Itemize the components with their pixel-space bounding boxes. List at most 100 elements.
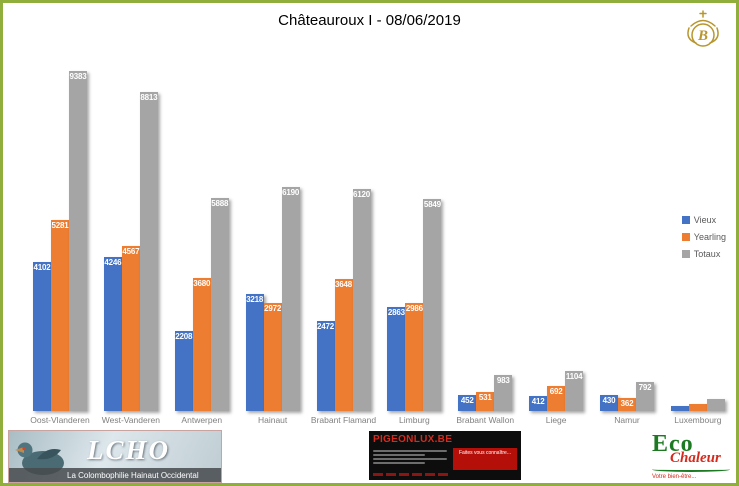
bar-vieux: 430	[600, 395, 618, 411]
pigeonlux-cta: Faites vous connaître...	[453, 448, 517, 470]
category-label: Antwerpen	[181, 415, 223, 425]
bar-vieux: 2863	[387, 307, 406, 411]
bar-value-label: 5281	[51, 221, 69, 230]
bar-value-label: 692	[549, 387, 563, 396]
lcho-subtitle: La Colombophilie Hainaut Occidental	[9, 468, 221, 482]
bar-vieux: 4246	[103, 257, 122, 411]
legend-item-totaux: Totaux	[681, 249, 726, 259]
bar-value-label: 9383	[69, 72, 87, 81]
bar-value-label: 6190	[282, 188, 300, 197]
category-label: Namur	[614, 415, 640, 425]
bar-totaux: 5849	[423, 199, 442, 411]
crown-logo-icon: B	[680, 9, 726, 55]
bar-yearling: 3680	[192, 278, 211, 411]
legend-item-yearling: Yearling	[681, 232, 726, 242]
bar-value-label: 2472	[317, 322, 334, 331]
bar-value-label: 3680	[193, 279, 211, 288]
bar-value-label: 2863	[387, 308, 405, 317]
bar-value-label: 5849	[423, 200, 441, 209]
lcho-title: LCHO	[87, 435, 171, 465]
bar-value-label: 983	[496, 376, 510, 385]
bar-value-label: 4567	[122, 247, 140, 256]
bar-totaux: 1104	[565, 371, 584, 411]
bar-value-label: 430	[602, 396, 616, 405]
bar-value-label: 4102	[33, 263, 51, 272]
bar-yearling: 362	[618, 398, 636, 411]
bar-vieux: 150	[670, 406, 689, 411]
bar-group: 150190340 Luxembourg	[670, 71, 725, 425]
bar-value-label: 2972	[264, 304, 282, 313]
bar-group: 4246 4567 8813 West-Vanderen	[102, 71, 160, 425]
eco-tagline: Votre bien-être...	[652, 474, 697, 480]
bar-totaux: 8813	[139, 92, 158, 411]
category-label: Oost-Vlanderen	[30, 415, 90, 425]
category-label: Hainaut	[257, 415, 288, 425]
ecochaleur-banner[interactable]: Eco Chaleur Votre bien-être...	[648, 430, 734, 483]
bar-value-label: 412	[531, 397, 545, 406]
bar-yearling: 190	[688, 404, 707, 411]
bar-chart: 4102 5281 9383 Oost-Vlanderen 4246 4567 8813 We…	[30, 71, 725, 425]
bar-vieux: 452	[458, 395, 477, 411]
bar-value-label: 5888	[211, 199, 229, 208]
bar-vieux: 2208	[174, 331, 193, 411]
bar-group: 430 362 792 Namur	[600, 71, 654, 425]
bar-value-label: 1104	[565, 372, 583, 381]
bar-value-label: 362	[620, 399, 634, 408]
chart-title: Châteauroux I - 08/06/2019	[278, 12, 461, 29]
bar-totaux: 792	[636, 382, 654, 411]
legend-label: Vieux	[693, 215, 717, 225]
lcho-banner[interactable]: LCHO La Colombophilie Hainaut Occidental	[8, 430, 222, 483]
legend-item-vieux: Vieux	[681, 215, 726, 225]
bar-group: 2472 3648 6120 Brabant Flamand	[311, 71, 376, 425]
bar-totaux: 5888	[210, 198, 229, 411]
category-label: Luxembourg	[674, 415, 722, 425]
bar-value-label: 6120	[353, 190, 370, 199]
bar-value-label: 2208	[175, 332, 193, 341]
bar-group: 3218 2972 6190 Hainaut	[245, 71, 300, 425]
bar-group: 412 692 1104 Liege	[529, 71, 584, 425]
bar-value-label: 2986	[405, 304, 423, 313]
bar-vieux: 3218	[245, 294, 264, 411]
bar-value-label: 531	[478, 393, 492, 402]
pigeonlux-text-lines	[373, 448, 447, 470]
bar-totaux: 983	[494, 375, 513, 411]
crown-logo-letter: B	[697, 28, 708, 44]
eco-word: Eco	[652, 431, 694, 457]
bar-yearling: 3648	[334, 279, 353, 411]
bar-group: 2208 3680 5888 Antwerpen	[174, 71, 229, 425]
bar-value-label: 792	[638, 383, 652, 392]
pigeonlux-banner[interactable]: PIGEONLUX.BE Faites vous connaître...	[369, 431, 521, 480]
bar-group: 2863 2986 5849 Limburg	[387, 71, 442, 425]
bar-group: 452 531 983 Brabant Wallon	[456, 71, 514, 425]
chart-legend: Vieux Yearling Totaux	[681, 215, 726, 259]
bar-value-label: 452	[460, 396, 474, 405]
bar-totaux: 6120	[352, 189, 371, 411]
bar-yearling: 4567	[121, 246, 140, 411]
category-label: Brabant Wallon	[456, 415, 515, 425]
bar-value-label: 8813	[140, 93, 158, 102]
bar-vieux: 412	[529, 396, 548, 411]
chaleur-word: Chaleur	[670, 450, 721, 466]
bar-yearling: 5281	[51, 220, 69, 411]
bar-value-label: 4246	[104, 258, 122, 267]
pigeonlux-title: PIGEONLUX.BE	[373, 434, 453, 445]
bar-yearling: 531	[476, 392, 495, 411]
legend-swatch	[681, 233, 690, 241]
legend-label: Yearling	[693, 232, 726, 242]
bar-value-label: 3218	[246, 295, 264, 304]
category-label: Limburg	[399, 415, 430, 425]
bar-vieux: 2472	[316, 321, 335, 411]
bar-group: 4102 5281 9383 Oost-Vlanderen	[30, 71, 90, 425]
pigeonlux-footer-marks	[373, 473, 517, 476]
bar-totaux: 9383	[69, 71, 87, 411]
bar-yearling: 2972	[263, 303, 282, 411]
legend-swatch	[681, 216, 690, 224]
eco-swoosh	[652, 467, 730, 472]
legend-swatch	[681, 250, 690, 258]
legend-label: Totaux	[693, 249, 721, 259]
bar-yearling: 2986	[405, 303, 424, 411]
category-label: Liege	[545, 415, 567, 425]
bar-yearling: 692	[547, 386, 566, 411]
category-label: West-Vanderen	[101, 415, 161, 425]
